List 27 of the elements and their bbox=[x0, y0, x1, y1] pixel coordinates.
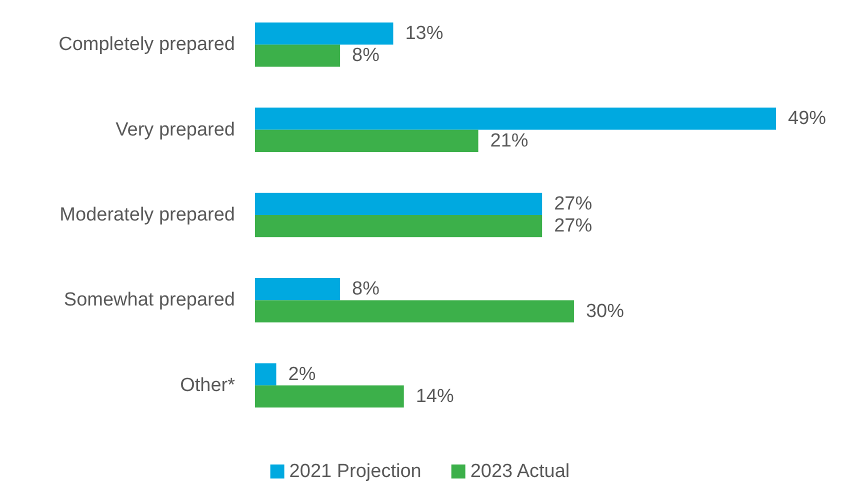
bar bbox=[255, 44, 340, 67]
data-label: 8% bbox=[352, 45, 380, 66]
legend-label: 2021 Projection bbox=[289, 461, 422, 482]
y-tick-label: Somewhat prepared bbox=[64, 290, 235, 311]
bar bbox=[255, 108, 776, 130]
data-label: 27% bbox=[554, 216, 592, 237]
legend-label: 2023 Actual bbox=[470, 461, 570, 482]
data-label: 13% bbox=[405, 23, 444, 44]
data-label: 21% bbox=[490, 130, 528, 152]
data-label: 49% bbox=[788, 108, 826, 130]
bar bbox=[255, 215, 542, 238]
y-tick-label: Very prepared bbox=[116, 119, 235, 140]
bar bbox=[255, 22, 394, 45]
data-label: 14% bbox=[416, 386, 454, 407]
bar bbox=[255, 363, 276, 386]
data-label: 2% bbox=[288, 364, 316, 385]
bar bbox=[255, 300, 574, 322]
data-label: 27% bbox=[554, 193, 592, 214]
data-label: 30% bbox=[586, 300, 624, 322]
bar bbox=[255, 278, 340, 300]
bar bbox=[255, 385, 404, 408]
bar bbox=[255, 130, 478, 152]
y-tick-label: Completely prepared bbox=[58, 34, 235, 56]
y-tick-label: Other* bbox=[180, 374, 236, 396]
bar bbox=[255, 192, 542, 215]
y-tick-label: Moderately prepared bbox=[60, 204, 235, 226]
data-label: 8% bbox=[352, 278, 380, 300]
